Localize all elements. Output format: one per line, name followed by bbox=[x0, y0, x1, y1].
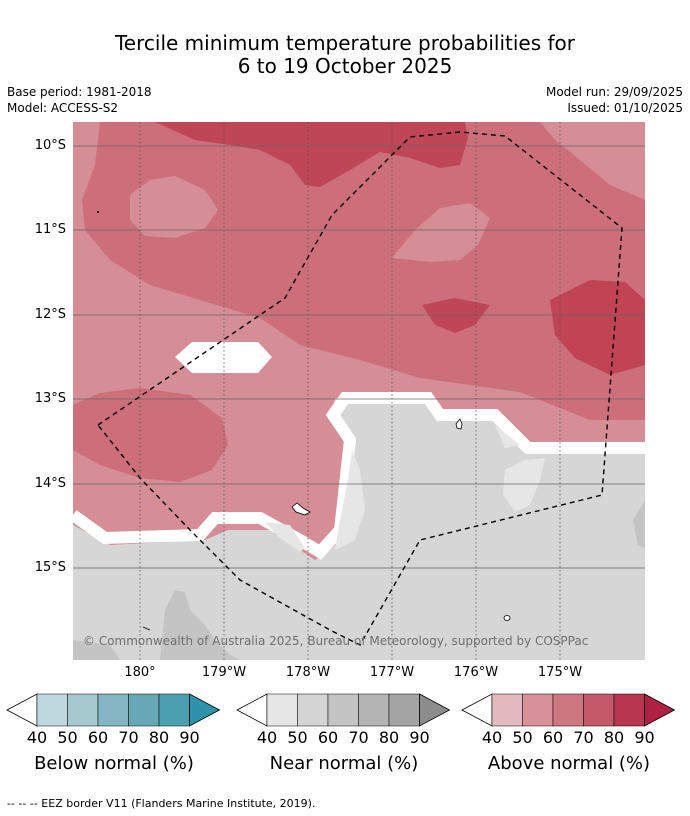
legend-below-segment-2 bbox=[67, 693, 99, 727]
base-period-text: Base period: 1981-2018 bbox=[7, 85, 152, 99]
title-line-1: Tercile minimum temperature probabilitie… bbox=[114, 31, 576, 55]
copyright-text: © Commonwealth of Australia 2025, Bureau… bbox=[83, 634, 588, 648]
legend-above-tick-40: 40 bbox=[481, 728, 503, 747]
legend-near-tick-70: 70 bbox=[348, 728, 369, 747]
lat-label-11s: 11°S bbox=[34, 222, 66, 237]
above-80-east bbox=[550, 280, 645, 375]
above-50-patch-ne bbox=[392, 203, 490, 262]
legend-below-tick-40: 40 bbox=[26, 728, 48, 747]
near-70-patch-south bbox=[160, 590, 240, 660]
legend-near-segment-5 bbox=[388, 693, 420, 727]
legend-above-left-arrow bbox=[461, 693, 493, 727]
legend-near-left-arrow bbox=[236, 693, 268, 727]
legend-near-tick-80: 80 bbox=[378, 728, 400, 747]
near-70-patch-west bbox=[73, 640, 120, 660]
island-2 bbox=[455, 418, 463, 430]
legend-above-segment-1 bbox=[491, 693, 523, 727]
eez-border bbox=[96, 131, 623, 646]
lon-label-177w: 177°W bbox=[369, 665, 415, 680]
probability-map: © Commonwealth of Australia 2025, Bureau… bbox=[73, 122, 645, 660]
island-4 bbox=[142, 626, 151, 631]
model-run-text: Model run: 29/09/2025 bbox=[545, 85, 683, 99]
latitude-gridlines bbox=[73, 145, 645, 569]
above-80-center bbox=[422, 298, 490, 333]
near-40-patch-2 bbox=[503, 458, 545, 512]
title-line-2: 6 to 19 October 2025 bbox=[237, 54, 453, 78]
near-40-patch-1 bbox=[335, 450, 365, 550]
legend-title-above: Above normal (%) bbox=[487, 753, 651, 774]
white-hole bbox=[175, 342, 272, 373]
lat-label-14s: 14°S bbox=[34, 476, 66, 491]
near-40-patch-4 bbox=[265, 522, 305, 552]
legend-below-right-arrow bbox=[189, 693, 221, 727]
near-70-patch-east bbox=[633, 500, 645, 548]
above-80-north bbox=[155, 122, 468, 187]
legend-below-segment-5 bbox=[158, 693, 190, 727]
legend-title-below: Below normal (%) bbox=[34, 753, 194, 774]
legend-near-segment-1 bbox=[266, 693, 298, 727]
legend-above-right-arrow bbox=[644, 693, 676, 727]
island-5 bbox=[97, 211, 99, 213]
above-50-corner-ne bbox=[540, 122, 645, 200]
lat-label-15s: 15°S bbox=[34, 560, 66, 575]
white-boundary-band bbox=[73, 392, 645, 560]
legend-below-tick-60: 60 bbox=[87, 728, 109, 747]
lat-label-13s: 13°S bbox=[34, 391, 66, 406]
legend-above-segment-3 bbox=[552, 693, 584, 727]
above-60-region bbox=[82, 122, 645, 420]
legend-above-segment-5 bbox=[613, 693, 645, 727]
legend-title-near: Near normal (%) bbox=[269, 753, 419, 774]
lat-label-10s: 10°S bbox=[34, 138, 66, 153]
legend-near-right-arrow bbox=[419, 693, 451, 727]
legend-below-segment-1 bbox=[36, 693, 68, 727]
legend-above-segment-4 bbox=[583, 693, 615, 727]
island-1 bbox=[291, 502, 311, 516]
legend-near-tick-90: 90 bbox=[409, 728, 430, 747]
above-50-patch-nw bbox=[130, 176, 218, 238]
legend-below-tick-50: 50 bbox=[57, 728, 78, 747]
model-text: Model: ACCESS-S2 bbox=[7, 101, 119, 115]
legend-above-tick-60: 60 bbox=[542, 728, 564, 747]
legend-below-tick-70: 70 bbox=[118, 728, 139, 747]
lon-label-176w: 176°W bbox=[453, 665, 499, 680]
longitude-gridlines bbox=[139, 122, 561, 660]
lon-label-178w: 178°W bbox=[285, 665, 331, 680]
legend-above-tick-70: 70 bbox=[573, 728, 594, 747]
near-40-patch-3 bbox=[495, 425, 520, 448]
legend-below-segment-4 bbox=[128, 693, 160, 727]
map-fill-layer bbox=[73, 122, 645, 660]
legend-near-segment-3 bbox=[327, 693, 359, 727]
legend-below-tick-80: 80 bbox=[148, 728, 170, 747]
legend-near-tick-40: 40 bbox=[256, 728, 278, 747]
legend-below-left-arrow bbox=[6, 693, 38, 727]
issued-text: Issued: 01/10/2025 bbox=[567, 101, 683, 115]
legend-above-tick-50: 50 bbox=[512, 728, 533, 747]
lon-label-175w: 175°W bbox=[537, 665, 583, 680]
lat-label-12s: 12°S bbox=[34, 307, 66, 322]
lon-label-180: 180° bbox=[124, 665, 156, 680]
legend-near-tick-60: 60 bbox=[317, 728, 339, 747]
legend-near-tick-50: 50 bbox=[287, 728, 308, 747]
legend-below-segment-3 bbox=[97, 693, 129, 727]
legend-near-segment-4 bbox=[358, 693, 390, 727]
near-50-region bbox=[73, 398, 645, 660]
eez-footnote: -- -- -- EEZ border V11 (Flanders Marine… bbox=[7, 797, 316, 810]
legend-near-segment-2 bbox=[297, 693, 329, 727]
legend-above-tick-80: 80 bbox=[603, 728, 625, 747]
legend-above-segment-2 bbox=[522, 693, 554, 727]
lon-label-179w: 179°W bbox=[201, 665, 247, 680]
legend-above-tick-90: 90 bbox=[634, 728, 655, 747]
above-60-west bbox=[73, 388, 228, 482]
legend-below-tick-90: 90 bbox=[179, 728, 200, 747]
island-3 bbox=[503, 615, 511, 621]
